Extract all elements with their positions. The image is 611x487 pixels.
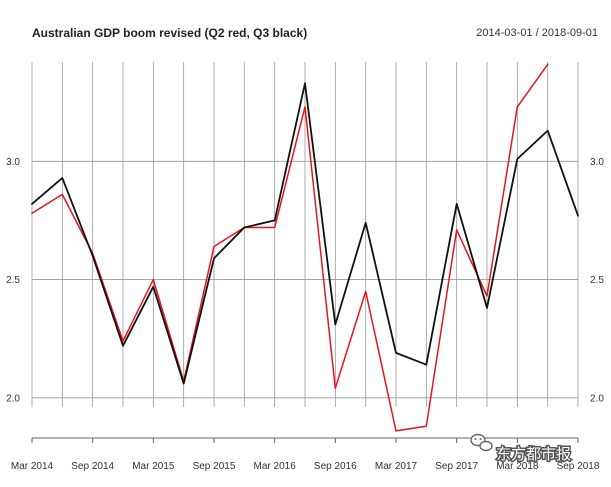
x-tick-label: Mar 2015	[132, 461, 175, 472]
x-tick-label: Mar 2018	[496, 461, 539, 472]
wechat-icon	[470, 433, 493, 452]
axis-layer: 2.0 2.0 2.5 2.5 3.0 3.0 Mar 2014 Sep 2014 Mar 20…	[6, 157, 604, 472]
x-tick-label: Sep 2016	[314, 461, 357, 472]
y-tick-label-left: 2.0	[6, 393, 20, 404]
watermark-text: 东方都市报	[496, 445, 571, 463]
y-tick-label-left: 3.0	[6, 157, 20, 168]
series-line-q2-red	[31, 63, 549, 432]
chart-title: Australian GDP boom revised (Q2 red, Q3 …	[32, 26, 307, 40]
x-tick-label: Mar 2017	[375, 461, 418, 472]
chart-date-range: 2014-03-01 / 2018-09-01	[476, 27, 598, 39]
x-tick-label: Mar 2014	[11, 461, 54, 472]
y-tick-label-left: 2.5	[6, 275, 20, 286]
x-tick-label: Sep 2014	[71, 461, 114, 472]
watermark-logo: 东方都市报	[470, 433, 573, 465]
x-tick-label: Sep 2018	[557, 461, 600, 472]
x-tick-label: Sep 2017	[435, 461, 478, 472]
x-tick-label: Sep 2015	[193, 461, 236, 472]
series-line-q3-black	[31, 82, 579, 385]
x-tick-label: Mar 2016	[254, 461, 297, 472]
y-tick-label-right: 3.0	[590, 157, 604, 168]
y-tick-label-right: 2.5	[590, 275, 604, 286]
y-tick-label-right: 2.0	[590, 393, 604, 404]
series-layer	[31, 63, 579, 432]
